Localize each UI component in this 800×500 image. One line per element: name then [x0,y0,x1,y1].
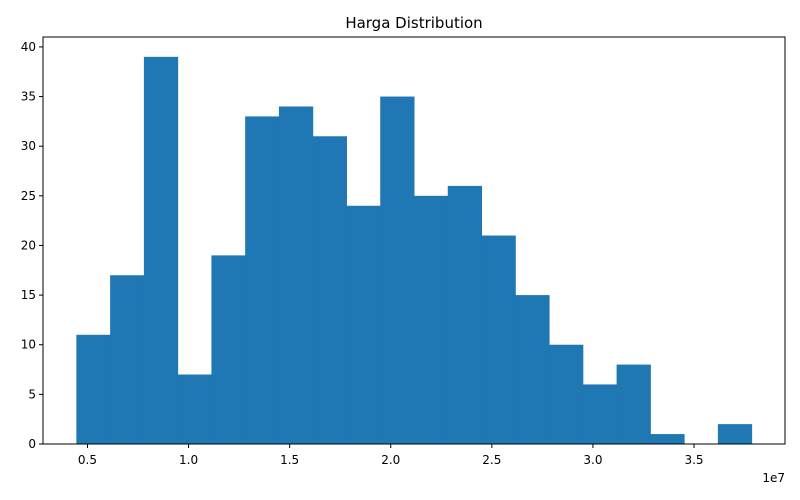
x-tick-label: 1.0 [179,453,198,467]
x-axis: 0.5 1.0 1.5 2.0 2.5 3.0 3.5 [78,444,704,467]
histogram-bar [346,205,381,444]
x-tick-label: 1.5 [280,453,299,467]
histogram-bar [177,374,212,444]
histogram-bar [143,56,179,444]
x-tick-label: 2.5 [482,453,501,467]
y-axis: 0 5 10 15 20 25 30 35 40 [21,40,43,451]
x-axis-offset-label: 1e7 [762,471,785,485]
y-tick-label: 0 [28,437,36,451]
y-tick-label: 5 [28,387,36,401]
histogram-bar [447,185,483,444]
histogram-bar [380,96,415,444]
plot-frame [42,36,786,445]
histogram-bar [717,424,753,444]
histogram-bar [312,136,347,444]
histogram-bar [616,364,651,444]
y-tick-label: 20 [21,238,36,252]
y-tick-label: 25 [21,189,36,203]
y-tick-label: 10 [21,338,36,352]
histogram-bar [582,384,618,444]
histogram-bar [211,255,246,444]
histogram-bar [76,334,111,444]
histogram-bar [481,235,516,444]
histogram-bar [549,344,584,444]
y-tick-label: 35 [21,90,36,104]
y-tick-label: 40 [21,40,36,54]
bars-group [76,56,753,445]
histogram-bar [245,116,280,444]
x-tick-label: 2.0 [381,453,400,467]
histogram-bar [414,195,449,444]
histogram-bar [278,106,314,445]
histogram-bar [110,275,145,444]
histogram-bar [650,434,685,444]
histogram-bar [515,295,550,444]
y-tick-label: 15 [21,288,36,302]
x-tick-label: 3.5 [684,453,703,467]
x-tick-label: 3.0 [583,453,602,467]
y-tick-label: 30 [21,139,36,153]
x-tick-label: 0.5 [78,453,97,467]
chart-title: Harga Distribution [345,14,482,32]
